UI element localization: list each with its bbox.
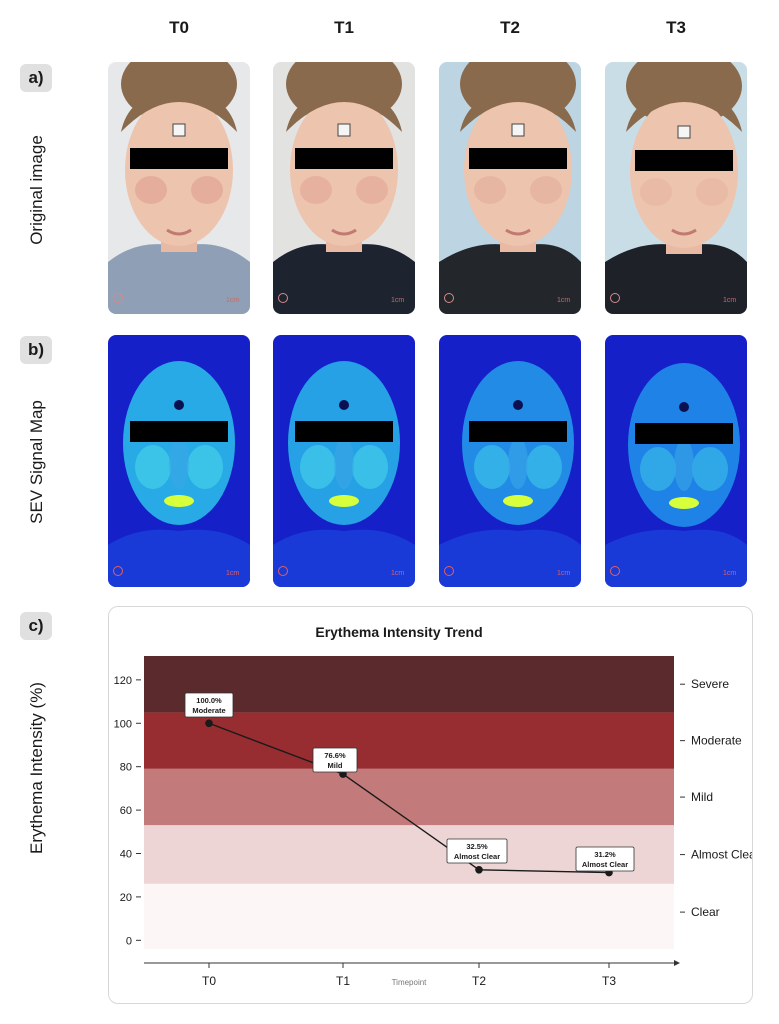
data-label-value: 100.0% <box>196 696 222 705</box>
row-label-erythema-intensity: Erythema Intensity (%) <box>27 682 46 854</box>
y-tick-label: 80 <box>120 762 132 774</box>
photo-scale-mark: 1cm <box>391 297 404 304</box>
y-tick-label: 60 <box>120 805 132 817</box>
data-label-box <box>446 838 508 864</box>
data-label-class: Moderate <box>192 706 225 715</box>
original-photo-t3: 1cm <box>605 62 747 314</box>
y-tick-label: 100 <box>114 718 132 730</box>
data-label-class: Almost Clear <box>582 860 628 869</box>
heatmap-photo-icon: 1cm <box>439 335 581 587</box>
x-tick-label: T1 <box>336 974 350 988</box>
y-tick-label: 20 <box>120 892 132 904</box>
data-label-value: 76.6% <box>324 751 346 760</box>
original-photo-t1: 1cm <box>273 62 415 314</box>
sev-map-photo-t3: 1cm <box>605 335 747 587</box>
data-label-class: Almost Clear <box>454 852 500 861</box>
sev-map-photo-t0: 1cm <box>108 335 250 587</box>
band-label: Mild <box>691 790 713 804</box>
row-badge-b: b) <box>20 336 52 364</box>
photo-scale-mark: 1cm <box>557 570 570 577</box>
heatmap-photo-icon: 1cm <box>605 335 747 587</box>
heatmap-photo-icon: 1cm <box>108 335 250 587</box>
column-header-t3: T3 <box>666 18 686 37</box>
data-label-value: 31.2% <box>594 850 616 859</box>
severity-band-moderate <box>144 712 674 769</box>
x-tick-label: T0 <box>202 974 216 988</box>
data-point-t0 <box>205 719 213 728</box>
row-badge-a: a) <box>20 64 52 92</box>
trend-line <box>208 722 610 874</box>
severity-band-mild <box>144 768 674 826</box>
photo-scale-mark: 1cm <box>226 570 239 577</box>
x-axis-label: Timepoint <box>392 978 428 987</box>
row-label-original-image: Original image <box>27 135 46 245</box>
original-photo-t0: 1cm <box>108 62 250 314</box>
y-tick-label: 40 <box>120 849 132 861</box>
erythema-trend-chart: Severe Moderate Mild Almost Clear Clear Eryth… <box>114 624 760 988</box>
photo-scale-mark: 1cm <box>723 297 736 304</box>
band-label: Clear <box>691 905 720 919</box>
x-tick-label: T2 <box>472 974 486 988</box>
photo-scale-mark: 1cm <box>391 570 404 577</box>
data-label-box <box>312 747 358 773</box>
band-label: Almost Clear <box>691 848 752 862</box>
heatmap-photo-icon: 1cm <box>273 335 415 587</box>
chart-title: Erythema Intensity Trend <box>315 624 482 640</box>
data-label-box <box>184 692 234 718</box>
photo-scale-mark: 1cm <box>226 297 239 304</box>
band-label: Severe <box>691 677 729 691</box>
sev-map-photo-t2: 1cm <box>439 335 581 587</box>
row-label-sev-signal-map: SEV Signal Map <box>27 400 46 524</box>
face-photo-icon: 1cm <box>273 62 415 314</box>
column-header-t0: T0 <box>169 18 189 37</box>
column-header-t1: T1 <box>334 18 354 37</box>
severity-band-clear <box>144 883 674 949</box>
band-label: Moderate <box>691 734 742 748</box>
y-tick-label: 120 <box>114 675 132 687</box>
data-label-box <box>575 846 635 872</box>
face-photo-icon: 1cm <box>605 62 747 314</box>
original-photo-t2: 1cm <box>439 62 581 314</box>
face-photo-icon: 1cm <box>108 62 250 314</box>
x-tick-label: T3 <box>602 974 616 988</box>
photo-scale-mark: 1cm <box>557 297 570 304</box>
face-photo-icon: 1cm <box>439 62 581 314</box>
erythema-chart-panel: Severe Moderate Mild Almost Clear Clear Eryth… <box>108 606 760 1004</box>
sev-map-photo-t1: 1cm <box>273 335 415 587</box>
data-label-value: 32.5% <box>466 842 488 851</box>
data-point-t2 <box>475 865 483 874</box>
data-label-class: Mild <box>328 761 343 770</box>
y-tick-label: 0 <box>126 935 132 947</box>
column-header-t2: T2 <box>500 18 520 37</box>
photo-scale-mark: 1cm <box>723 570 736 577</box>
row-badge-c: c) <box>20 612 52 640</box>
